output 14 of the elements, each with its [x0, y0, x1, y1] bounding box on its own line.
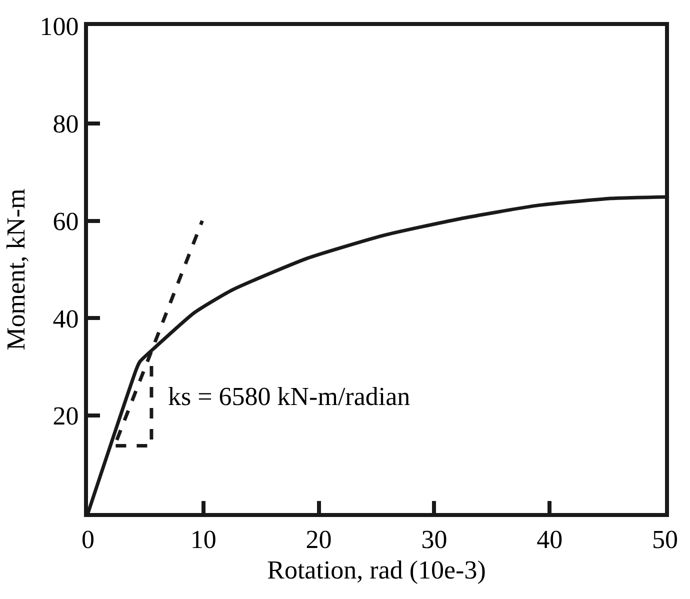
y-tick-label: 20: [52, 402, 79, 431]
y-tick-label: 60: [52, 206, 79, 236]
annotation: ks = 6580 kN-m/radian: [168, 382, 410, 411]
x-tick-label: 40: [536, 525, 563, 554]
y-tick-label: 40: [52, 304, 79, 334]
y-axis-title: Moment, kN-m: [2, 188, 31, 350]
x-tick-label: 30: [421, 525, 448, 554]
x-tick-label: 10: [190, 525, 216, 554]
x-tick-label: 20: [306, 525, 332, 554]
y-tick-label: 100: [40, 12, 79, 42]
y-tick-label: 80: [52, 110, 79, 138]
x-tick-label: 0: [82, 525, 94, 554]
x-axis-title: Rotation, rad (10e-3): [267, 555, 486, 584]
x-tick-label: 50: [652, 525, 678, 554]
